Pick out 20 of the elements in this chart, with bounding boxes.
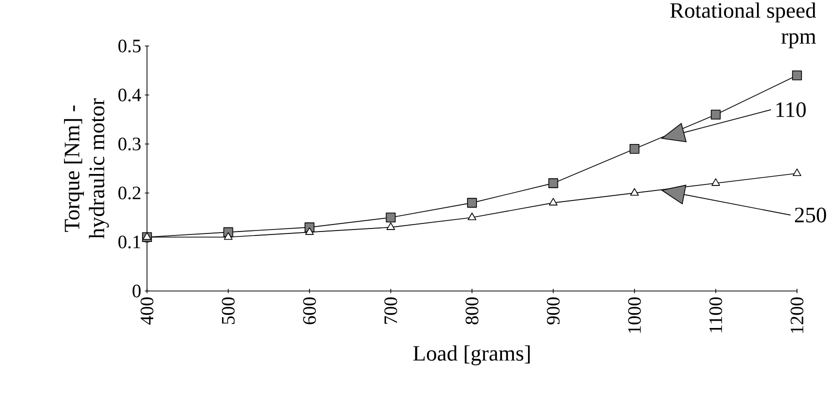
y-tick-label: 0.1 <box>118 236 140 248</box>
x-tick-label: 1100 <box>709 297 722 332</box>
y-tick-label: 0.3 <box>118 138 141 150</box>
legend-label: 110 <box>776 102 806 118</box>
x-tick-label: 600 <box>303 297 316 324</box>
x-tick-label: 1200 <box>790 297 804 333</box>
y-tick-label: 0 <box>132 284 141 298</box>
x-tick-label: 900 <box>546 297 560 324</box>
legend-label: 250 <box>794 208 826 222</box>
y-tick-label: 0.5 <box>118 40 141 52</box>
y-axis-title: Torque [Nm] - hydraulic motor <box>64 98 109 239</box>
x-tick-label: 500 <box>222 297 235 324</box>
x-tick-label: 700 <box>384 297 398 324</box>
legend-title: Rotational speed rpm <box>670 2 816 48</box>
x-tick-label: 400 <box>140 297 154 325</box>
x-tick-label: 1000 <box>628 297 641 333</box>
y-tick-label: 0.2 <box>118 186 140 200</box>
y-tick-label: 0.4 <box>118 88 142 102</box>
x-tick-label: 800 <box>466 297 478 324</box>
x-axis-title: Load [grams] <box>413 345 530 366</box>
